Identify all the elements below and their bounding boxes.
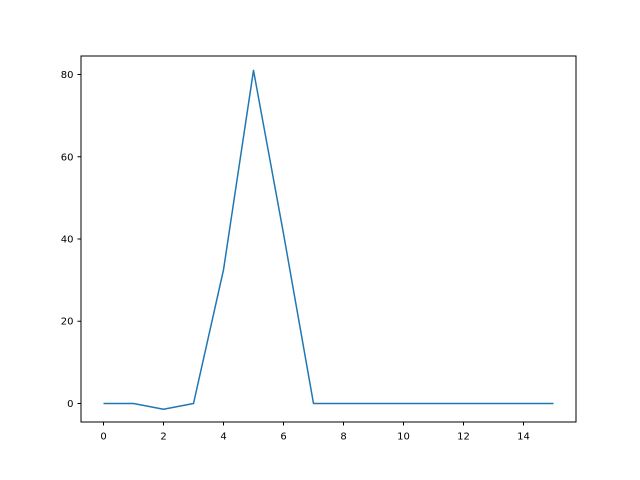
x-tick-label: 2 xyxy=(160,432,166,443)
y-tick-label: 40 xyxy=(61,235,74,246)
y-tick-label: 0 xyxy=(67,399,73,410)
x-tick-label: 8 xyxy=(340,432,346,443)
x-tick-label: 10 xyxy=(397,432,410,443)
x-tick-label: 14 xyxy=(517,432,530,443)
x-tick-label: 6 xyxy=(280,432,286,443)
y-tick-label: 80 xyxy=(61,70,74,81)
x-tick-label: 4 xyxy=(220,432,226,443)
axes-spines xyxy=(80,55,577,423)
y-tick-label: 20 xyxy=(61,317,74,328)
data-line-series-0 xyxy=(103,69,554,410)
x-tick-label: 12 xyxy=(457,432,470,443)
y-tick-label: 60 xyxy=(61,152,74,163)
x-tick-label: 0 xyxy=(100,432,106,443)
